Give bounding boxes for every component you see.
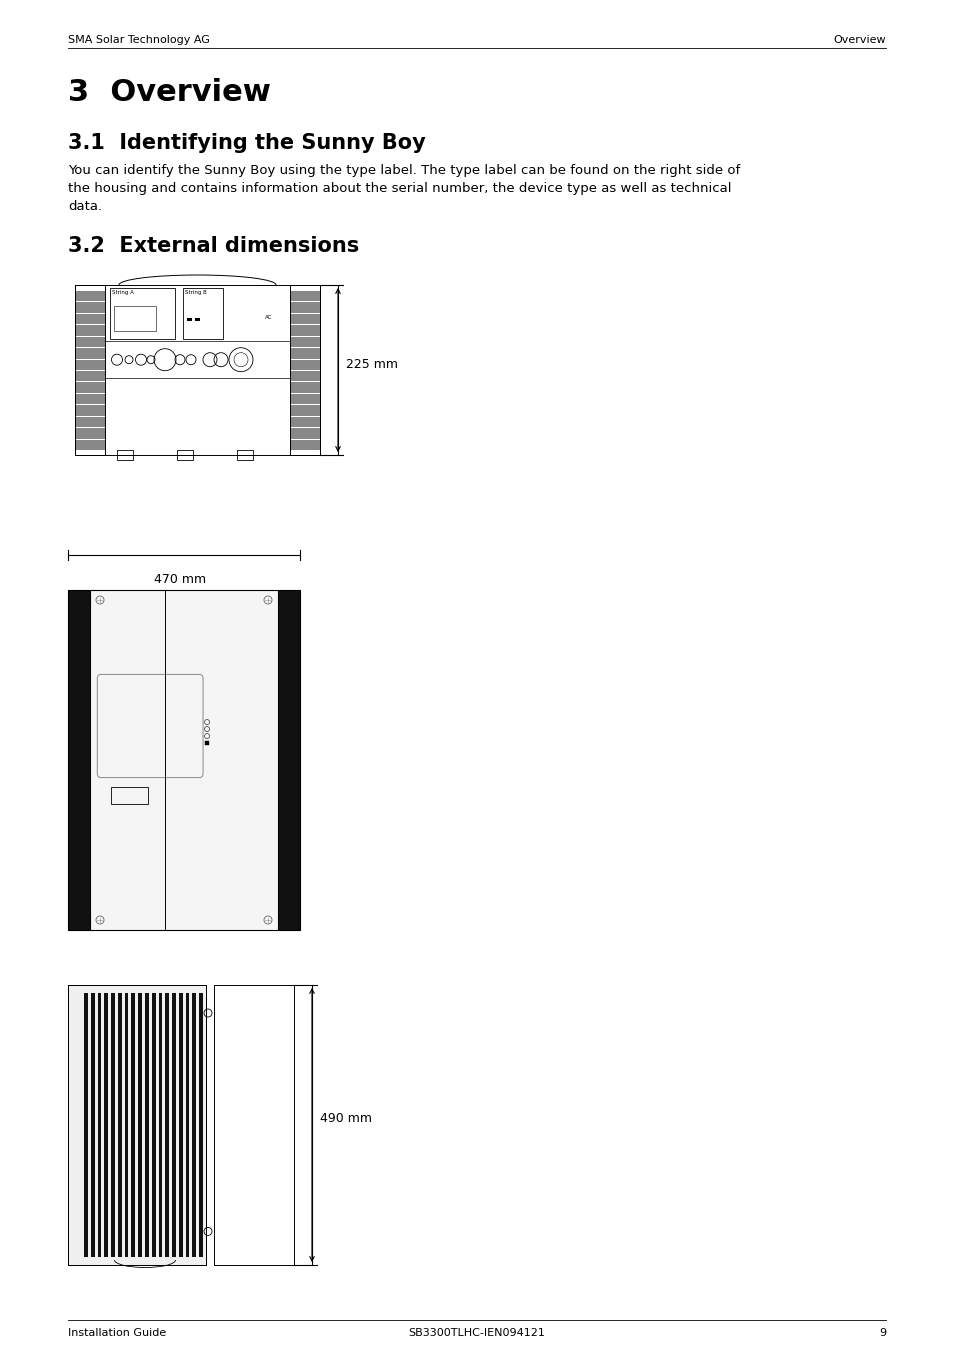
Bar (290, 360, 319, 370)
Bar (290, 314, 319, 324)
Bar (290, 349, 319, 358)
Bar (290, 439, 319, 450)
Bar (90, 589, 277, 930)
Text: SB3300TLHC-IEN094121: SB3300TLHC-IEN094121 (408, 1328, 545, 1338)
Bar (91, 992, 94, 1257)
Bar (145, 992, 149, 1257)
Bar (75, 416, 105, 427)
Text: Installation Guide: Installation Guide (68, 1328, 166, 1338)
Bar (75, 393, 105, 404)
Bar (183, 288, 223, 339)
Bar (97, 992, 101, 1257)
Bar (290, 370, 319, 381)
Text: 225 mm: 225 mm (346, 357, 397, 370)
Bar (113, 306, 156, 331)
Bar (75, 429, 105, 438)
Text: You can identify the Sunny Boy using the type label. The type label can be found: You can identify the Sunny Boy using the… (68, 164, 740, 177)
Bar (187, 318, 192, 322)
Text: 3.1  Identifying the Sunny Boy: 3.1 Identifying the Sunny Boy (68, 132, 425, 153)
Text: 9: 9 (878, 1328, 885, 1338)
Bar (132, 992, 135, 1257)
Text: data.: data. (68, 200, 102, 214)
Text: SMA Solar Technology AG: SMA Solar Technology AG (68, 35, 210, 45)
Bar (236, 450, 253, 460)
Bar (117, 450, 132, 460)
Bar (75, 303, 105, 312)
Bar (290, 429, 319, 438)
Text: AC: AC (265, 315, 273, 320)
Bar (179, 992, 182, 1257)
Bar (75, 383, 105, 393)
Bar (68, 589, 90, 930)
Bar (125, 992, 129, 1257)
Text: 3  Overview: 3 Overview (68, 78, 271, 107)
Bar (75, 285, 319, 456)
Bar (290, 303, 319, 312)
Bar (290, 326, 319, 335)
Text: the housing and contains information about the serial number, the device type as: the housing and contains information abo… (68, 183, 731, 195)
Bar (186, 992, 190, 1257)
Bar (177, 450, 193, 460)
Bar (194, 318, 199, 322)
Bar (75, 337, 105, 347)
Bar (193, 992, 196, 1257)
Text: Overview: Overview (833, 35, 885, 45)
Bar (205, 741, 209, 745)
Bar (277, 589, 299, 930)
Bar (290, 383, 319, 393)
Bar (213, 986, 294, 1265)
Bar (75, 285, 105, 456)
Bar (172, 992, 175, 1257)
Bar (290, 393, 319, 404)
Text: String B: String B (185, 289, 206, 295)
Bar (111, 992, 114, 1257)
Bar (290, 406, 319, 415)
Bar (104, 992, 108, 1257)
Bar (75, 370, 105, 381)
Bar (75, 439, 105, 450)
Bar (199, 992, 203, 1257)
Bar (290, 291, 319, 301)
Bar (138, 992, 142, 1257)
Bar (152, 992, 155, 1257)
Text: 490 mm: 490 mm (319, 1113, 372, 1125)
Text: String A: String A (112, 289, 133, 295)
Bar (158, 992, 162, 1257)
Bar (110, 288, 174, 339)
Text: 470 mm: 470 mm (153, 573, 206, 585)
Bar (84, 992, 88, 1257)
Bar (290, 285, 319, 456)
Bar (290, 416, 319, 427)
Bar (68, 986, 206, 1265)
Bar (75, 349, 105, 358)
Bar (68, 986, 206, 1265)
Bar (111, 787, 148, 804)
Bar (118, 992, 121, 1257)
Text: 3.2  External dimensions: 3.2 External dimensions (68, 237, 359, 256)
Bar (75, 314, 105, 324)
Bar (165, 992, 169, 1257)
Bar (290, 337, 319, 347)
Bar (75, 291, 105, 301)
Bar (75, 406, 105, 415)
Bar (75, 360, 105, 370)
Bar (75, 326, 105, 335)
